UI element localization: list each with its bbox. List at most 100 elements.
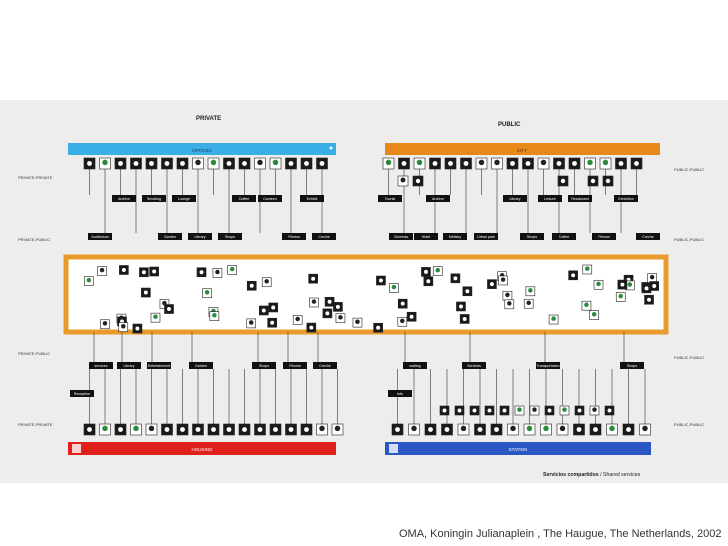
offices-label-r2-5-box [312,233,336,240]
housing-label-r1-6: Creche [319,364,331,368]
housing-icon-1-glyph [102,425,108,432]
station-sub-icon-1-glyph [457,408,462,413]
band-icon-6-glyph [505,292,510,298]
band-icon-55-glyph [458,304,463,309]
city-label-r2-6: Fitness [598,235,610,239]
office-icon-14-glyph [304,161,309,166]
band-icon-8-glyph [99,267,105,273]
band-icon-44-glyph [585,266,590,271]
city-label-r2-1: Hotel [422,235,431,239]
offices-label-r2-0-box [88,233,112,240]
band-icon-16-glyph [551,316,556,321]
band-icon-19-glyph [215,269,220,275]
station-sub-icon-10-glyph [592,407,597,412]
band-icon-14-glyph [204,290,210,295]
housing-icon-7-glyph [195,427,201,432]
city-sub-icon-2-glyph [560,178,566,184]
offices-label-r2-5: Creche [318,235,330,239]
row-label-left-1: PRIVATE-PRIVATE [18,175,53,180]
band-icon-69-glyph [309,325,314,330]
shared-services-diagram: PRIVATE PUBLIC OFFICES ● CITY HOUSING ST… [0,100,728,483]
office-icon-15-glyph [319,161,325,166]
housing-label-r1-3: Garden [195,364,207,368]
city-label-r1-1: Archive [432,197,444,201]
city-label-r1-5-box [614,195,638,202]
station-sub-icon-3-glyph [487,408,492,413]
office-icon-13-glyph [288,161,294,166]
station-sub-icon-8-glyph [562,407,567,412]
band-icon-4-glyph [325,311,330,316]
housing-bar [68,442,336,455]
housing-label-r1-5-box [283,362,307,369]
city-label-r1-4-box [568,195,592,202]
offices-label-r1-4-box [258,195,282,202]
office-icon-7-glyph [195,159,201,166]
city-icon-2-glyph [416,159,423,166]
band-icon-67-glyph [153,314,158,320]
person-icon: ● [329,145,333,152]
row-label-left-3: PRIVATE-PUBLIC [18,351,50,356]
station-sub-icon-6-glyph [532,407,537,412]
offices-label-r1-1: Smoking [147,197,161,201]
band-icon-10-glyph [462,316,467,321]
band-icon-2-glyph [526,300,531,306]
office-icon-2-glyph [118,161,123,166]
band-icon-57-glyph [647,297,652,302]
band-icon-28-glyph [584,302,589,308]
offices-label-r2-2: Library [195,235,206,239]
station-sub-icon-9-glyph [577,408,582,413]
office-icon-1-glyph [102,159,108,166]
housing-label-r1-5: Fitness [289,364,301,368]
band-icon-17-glyph [311,299,317,304]
image-caption: OMA, Koningin Julianaplein , The Haugue,… [399,528,722,540]
band-icon-37-glyph [264,279,269,284]
city-icon-1-glyph [401,161,407,166]
band-icon-66-glyph [121,268,126,272]
housing-icon-4-glyph [148,425,155,432]
offices-label-r2-4-box [282,233,306,240]
station-sub-icon-0-glyph [442,408,447,413]
band-icon-54-glyph [121,323,126,329]
housing-icon-16-glyph [334,425,341,432]
housing-icon-10-glyph [242,427,247,432]
band-icon-60-glyph [435,267,440,273]
office-icon-10-glyph [242,161,247,166]
city-label-r1-3: Leisure [544,197,556,201]
band-icon-35-glyph [409,314,414,319]
housing-label-r1-2: Entertainment [148,364,170,368]
band-icon-65-glyph [378,278,383,283]
band-icon-25-glyph [86,277,92,283]
city-label-r2-2: Ministry [449,235,462,239]
band-icon-42-glyph [507,301,512,306]
offices-label-r1-2-box [172,195,196,202]
station-label-r1-2-box [536,362,560,369]
band-icon-1-glyph [311,276,316,281]
city-label-r1-2: Library [510,197,521,201]
station-bar-label: STATION [509,447,528,452]
city-icon-11-glyph [556,161,562,166]
housing-label-r1-1: Library [124,364,135,368]
band-icon-47-glyph [426,279,431,284]
housing-label-r1-2-box [147,362,171,369]
band-icon-27-glyph [355,319,360,324]
band-icon-24-glyph [143,290,148,295]
band-icon-0-glyph [335,304,340,309]
city-icon-14-glyph [602,159,609,166]
offices-label-r1-3-box [232,195,256,202]
band-icon-22-glyph [591,311,597,317]
offices-bar [68,143,336,155]
station-bar [385,442,651,455]
city-icon-12-glyph [572,161,577,166]
offices-label-r1-5: Exhibit [307,197,318,201]
office-icon-6-glyph [180,161,185,166]
city-icon-8-glyph [510,161,515,166]
station-sub-icon-7-glyph [547,408,552,413]
city-label-r2-3: Urban park [477,235,495,239]
band-icon-9-glyph [644,286,649,291]
station-sub-icon-2-glyph [472,408,477,413]
station-icon-15-glyph [642,425,648,432]
band-icon-46-glyph [271,305,276,310]
band-icon-31-glyph [489,282,494,287]
legend-rest: / Shared services [599,472,641,478]
city-label-r2-0-box [389,233,413,240]
